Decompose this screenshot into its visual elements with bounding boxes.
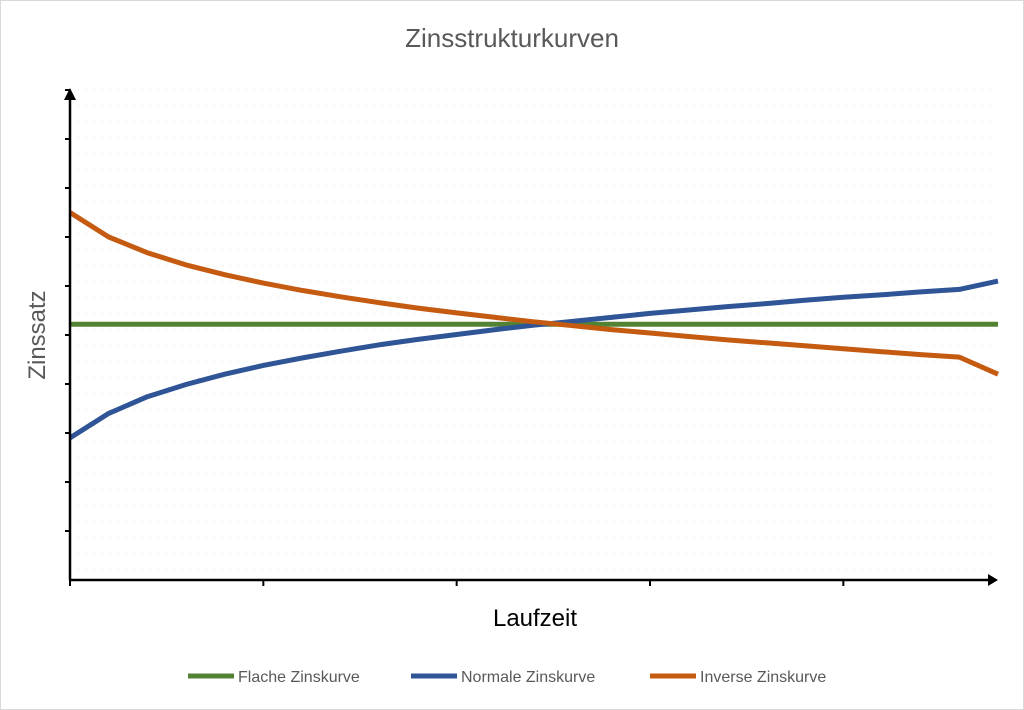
legend-label: Inverse Zinskurve xyxy=(700,669,826,686)
y-axis-label: Zinssatz xyxy=(24,290,51,379)
legend-item-2: Normale Zinskurve xyxy=(411,669,595,686)
axes xyxy=(64,88,998,586)
x-axis-label: Laufzeit xyxy=(493,605,577,632)
legend-label: Normale Zinskurve xyxy=(461,669,595,686)
chart-title: Zinsstrukturkurven xyxy=(405,23,619,53)
series-line-2 xyxy=(68,278,999,441)
gridlines xyxy=(70,89,998,571)
legend-label: Flache Zinskurve xyxy=(238,669,360,686)
x-axis-arrowhead xyxy=(988,574,998,586)
series-lines xyxy=(68,210,1000,441)
legend: Flache Zinskurve Normale Zinskurve Inverse… xyxy=(188,669,826,686)
legend-item-3: Inverse Zinskurve xyxy=(650,669,826,686)
series-line-3 xyxy=(68,210,1000,377)
legend-item-1: Flache Zinskurve xyxy=(188,669,360,686)
y-axis-arrowhead xyxy=(64,88,76,100)
